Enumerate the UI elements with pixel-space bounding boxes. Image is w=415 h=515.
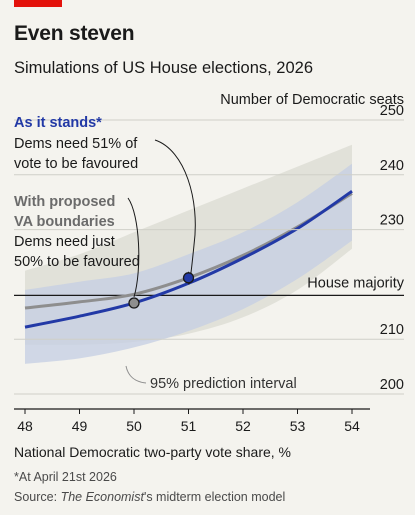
note-proposed-va: 50% to be favoured (14, 254, 140, 270)
band-proposed-va (25, 163, 352, 364)
y-tick-label: 250 (380, 103, 404, 119)
note-as-it-stands: Dems need 51% of (14, 136, 138, 152)
chart-title: Even steven (14, 22, 135, 45)
interval-label: 95% prediction interval (150, 376, 297, 392)
chart-subtitle: Simulations of US House elections, 2026 (14, 59, 313, 77)
marker-proposed-va (128, 297, 140, 309)
source-suffix: 's midterm election model (143, 490, 286, 504)
label-proposed-va: VA boundaries (14, 214, 115, 230)
y-tick-label: 230 (380, 213, 404, 229)
label-proposed-va: With proposed (14, 194, 115, 210)
source-prefix: Source: (14, 490, 61, 504)
leader-as-it-stands (154, 139, 196, 285)
x-tick-label: 49 (72, 418, 88, 434)
leader-interval (125, 365, 147, 384)
x-tick-label: 54 (344, 418, 360, 434)
x-tick-label: 50 (126, 418, 142, 434)
y-tick-label: 200 (380, 377, 404, 393)
x-tick-label: 48 (17, 418, 33, 434)
note-proposed-va: Dems need just (14, 234, 115, 250)
footnote: *At April 21st 2026 (14, 470, 117, 484)
leader-proposed-va (127, 197, 140, 298)
source-publication: The Economist (60, 490, 144, 504)
chart-svg: House majority 48 49 50 51 52 53 54 National De… (14, 92, 405, 460)
x-tick-label: 53 (290, 418, 306, 434)
majority-label: House majority (307, 275, 404, 291)
y-tick-label: 210 (380, 322, 404, 338)
x-tick-label: 51 (181, 418, 197, 434)
note-as-it-stands: vote to be favoured (14, 156, 138, 172)
label-as-it-stands: As it stands* (14, 115, 102, 131)
x-axis-title: National Democratic two-party vote share… (14, 444, 291, 460)
source-note: Source: The Economist's midterm election… (14, 490, 285, 504)
marker-as-it-stands (182, 272, 195, 284)
accent-bar (14, 0, 62, 7)
y-axis-title: Number of Democratic seats (220, 92, 404, 108)
y-tick-label: 240 (380, 158, 404, 174)
x-tick-label: 52 (235, 418, 251, 434)
